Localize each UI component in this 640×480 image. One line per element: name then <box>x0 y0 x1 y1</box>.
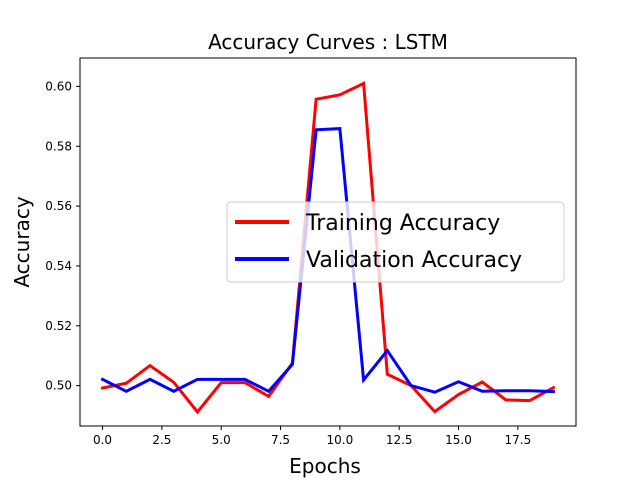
y-axis-label: Accuracy <box>10 196 34 287</box>
y-tick-label: 0.58 <box>45 139 72 153</box>
x-tick-label: 7.5 <box>271 433 290 447</box>
series-line-training-accuracy <box>100 81 556 415</box>
x-axis-label: Epochs <box>289 454 361 478</box>
y-tick-label: 0.54 <box>45 259 72 273</box>
chart-title: Accuracy Curves : LSTM <box>208 30 448 54</box>
legend-label-training: Training Accuracy <box>305 211 500 236</box>
y-axis-ticks: 0.50 0.52 0.54 0.56 0.58 0.60 <box>45 79 80 393</box>
series-line-validation-accuracy <box>100 127 556 394</box>
x-tick-label: 2.5 <box>152 433 171 447</box>
x-axis-ticks: 0.0 2.5 5.0 7.5 10.0 12.5 15.0 17.5 <box>93 426 531 447</box>
x-tick-label: 15.0 <box>445 433 472 447</box>
y-tick-label: 0.56 <box>45 199 72 213</box>
legend: Training Accuracy Validation Accuracy <box>226 201 565 283</box>
series-layer <box>100 81 556 415</box>
x-tick-label: 10.0 <box>327 433 354 447</box>
y-tick-label: 0.50 <box>45 379 72 393</box>
y-tick-label: 0.52 <box>45 319 72 333</box>
x-tick-label: 0.0 <box>93 433 112 447</box>
legend-label-validation: Validation Accuracy <box>306 248 522 273</box>
legend-box <box>226 201 565 283</box>
x-tick-label: 17.5 <box>504 433 531 447</box>
x-tick-label: 12.5 <box>386 433 413 447</box>
y-tick-label: 0.60 <box>45 79 72 93</box>
plot-frame <box>79 57 577 427</box>
x-tick-label: 5.0 <box>212 433 231 447</box>
